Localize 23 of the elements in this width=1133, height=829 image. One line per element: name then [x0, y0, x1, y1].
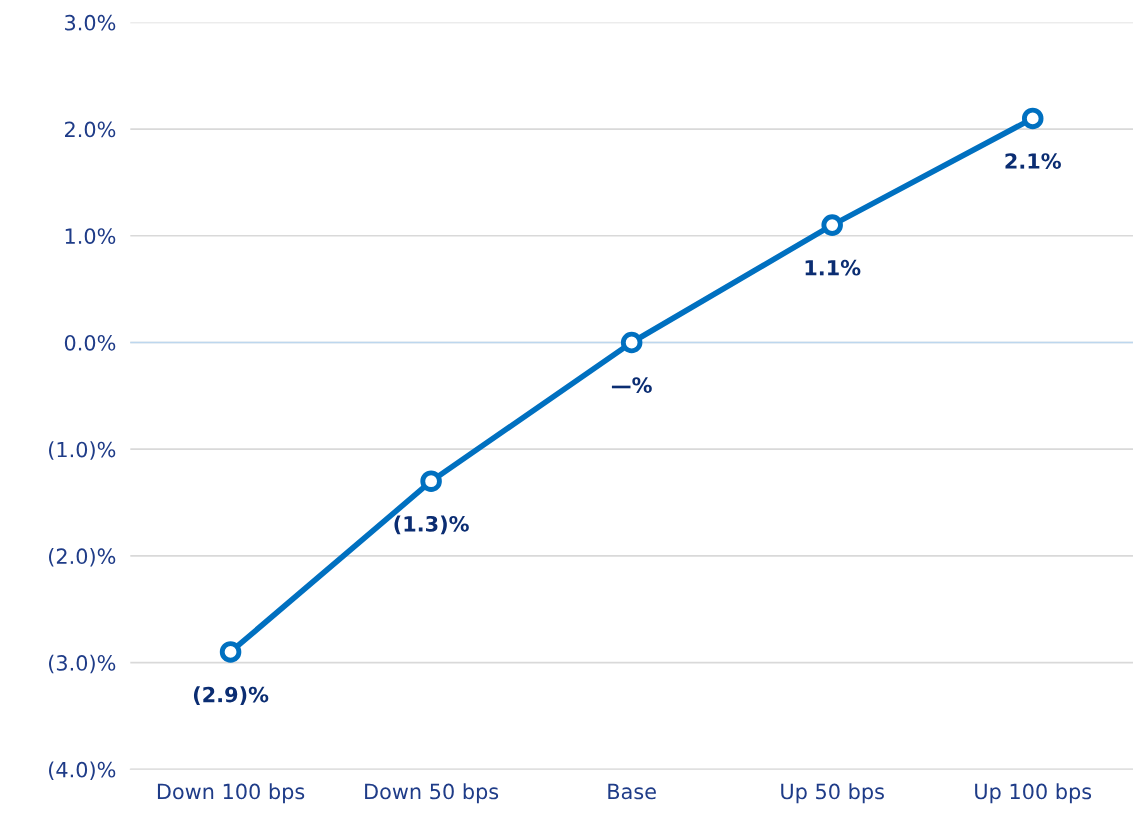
point [1021, 107, 1044, 130]
x-tick-label: Up 100 bps [975, 783, 1092, 804]
x-tick-label: Down 100 bps [157, 783, 305, 804]
x-tick-label: Down 50 bps [365, 783, 499, 804]
y-tick-label: (1.0)% [49, 441, 116, 460]
point [219, 641, 242, 663]
data-label: (2.9)% [193, 686, 269, 705]
point [821, 214, 843, 236]
data-label: 2.1% [1005, 153, 1061, 169]
y-tick-label: 2.0% [65, 121, 116, 138]
data-label: 1.1% [805, 259, 861, 276]
y-tick-label: 0.0% [64, 334, 116, 351]
y-tick-label: (2.0)% [49, 548, 116, 567]
point [420, 470, 442, 492]
x-tick-label: Up 50 bps [781, 783, 884, 804]
data-label: —% [611, 377, 652, 393]
y-tick-label: 1.0% [65, 228, 116, 244]
data-label: (1.3)% [394, 515, 469, 535]
y-tick-label: (4.0)% [49, 761, 116, 780]
x-tick-label: Base [608, 783, 656, 800]
y-tick-label: 3.0% [65, 14, 116, 31]
y-tick-label: (3.0)% [49, 654, 116, 674]
point [620, 331, 643, 354]
